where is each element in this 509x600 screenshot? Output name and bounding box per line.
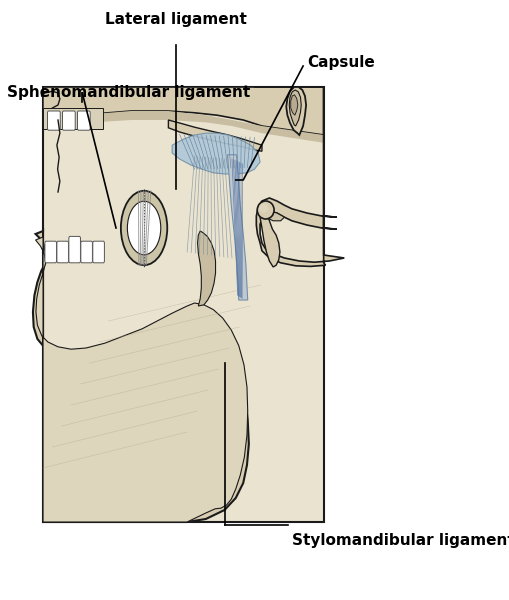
FancyBboxPatch shape [80,241,92,263]
FancyBboxPatch shape [63,111,75,130]
Polygon shape [290,95,297,115]
Polygon shape [41,87,60,120]
Polygon shape [197,231,215,306]
FancyBboxPatch shape [45,241,56,263]
Polygon shape [260,211,284,225]
Text: Lateral ligament: Lateral ligament [105,12,246,27]
Ellipse shape [257,201,273,219]
Circle shape [121,191,167,265]
Bar [43,87,323,522]
Polygon shape [254,87,344,266]
Polygon shape [43,87,323,135]
Polygon shape [36,237,247,522]
FancyBboxPatch shape [93,241,104,263]
Ellipse shape [259,203,268,212]
Circle shape [127,201,160,255]
Text: Capsule: Capsule [306,55,374,70]
FancyBboxPatch shape [47,111,60,130]
Polygon shape [286,87,305,135]
FancyBboxPatch shape [69,236,80,263]
FancyBboxPatch shape [77,111,90,130]
Polygon shape [227,155,247,300]
Polygon shape [33,228,248,522]
Text: Stylomandibular ligament: Stylomandibular ligament [291,533,509,547]
Polygon shape [260,213,279,267]
Text: Sphenomandibular ligament: Sphenomandibular ligament [8,85,250,100]
Polygon shape [43,111,323,143]
Polygon shape [289,90,301,126]
Polygon shape [168,120,262,151]
Bar [43,108,103,129]
FancyBboxPatch shape [57,241,68,263]
Polygon shape [172,133,260,174]
